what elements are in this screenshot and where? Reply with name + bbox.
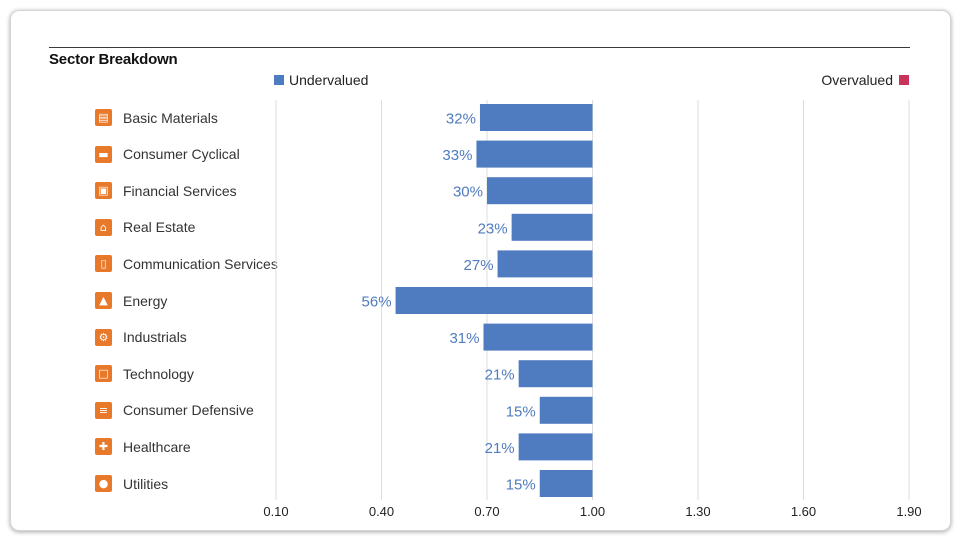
sector-list: ▤ Basic Materials ▬ Consumer Cyclical ▣ Finan…: [0, 0, 278, 543]
sector-row: ≡ Consumer Defensive: [95, 400, 254, 420]
x-tick-label: 1.00: [580, 504, 605, 519]
bar: [395, 287, 593, 314]
bar-value-label: 31%: [449, 330, 479, 347]
x-tick-label: 1.60: [791, 504, 816, 519]
blocks-icon: ▤: [95, 109, 112, 126]
sector-row: ▲ Energy: [95, 291, 167, 311]
house-icon: ⌂: [95, 218, 112, 236]
overvalued-swatch: [899, 75, 909, 85]
flame-icon: ▲: [95, 292, 112, 309]
sector-row: ▤ Basic Materials: [95, 108, 218, 128]
bar-value-label: 56%: [362, 294, 392, 311]
sector-label: Real Estate: [123, 219, 196, 236]
sector-row: □ Technology: [95, 364, 194, 384]
lightbulb-icon: ●: [95, 475, 112, 492]
sector-row: ▯ Communication Services: [95, 254, 278, 274]
sector-row: ▬ Consumer Cyclical: [95, 144, 240, 164]
x-tick-label: 0.70: [474, 504, 499, 519]
bar: [487, 177, 593, 205]
undervalued-swatch: [274, 75, 284, 85]
bar-value-label: 32%: [446, 111, 476, 128]
sector-label: Industrials: [123, 329, 187, 346]
sector-label: Basic Materials: [123, 109, 218, 126]
cart-icon: ≡: [95, 401, 112, 419]
sector-label: Healthcare: [123, 438, 191, 455]
x-tick-label: 0.40: [369, 504, 394, 519]
x-tick-label: 0.10: [263, 504, 288, 519]
overvalued-label: Overvalued: [821, 72, 893, 88]
undervalued-label: Undervalued: [289, 72, 369, 88]
chart-card: [10, 10, 951, 531]
sector-row: ✚ Healthcare: [95, 437, 191, 457]
sector-label: Technology: [123, 365, 194, 382]
sector-row: ⚙ Industrials: [95, 327, 187, 347]
bar: [483, 323, 593, 351]
sector-row: ▣ Financial Services: [95, 181, 237, 201]
monitor-icon: □: [95, 365, 112, 383]
cross-icon: ✚: [95, 438, 112, 456]
bar-value-label: 33%: [442, 147, 472, 164]
bar-value-label: 21%: [485, 440, 515, 457]
bar: [497, 250, 593, 278]
sector-row: ⌂ Real Estate: [95, 217, 195, 237]
bar-value-label: 21%: [485, 367, 515, 384]
bar-value-label: 23%: [478, 220, 508, 237]
sector-label: Financial Services: [123, 182, 237, 199]
gear-icon: ⚙: [95, 328, 112, 346]
bar: [518, 433, 593, 461]
legend-overvalued: Overvalued: [821, 72, 909, 88]
legend-undervalued: Undervalued: [274, 72, 368, 88]
car-icon: ▬: [95, 145, 112, 163]
sector-label: Communication Services: [123, 255, 278, 272]
x-tick-label: 1.30: [685, 504, 710, 519]
bar-value-label: 15%: [506, 477, 536, 494]
x-tick-label: 1.90: [896, 504, 921, 519]
phone-icon: ▯: [95, 255, 112, 273]
sector-label: Energy: [123, 292, 168, 309]
bar-value-label: 30%: [453, 184, 483, 201]
sector-label: Utilities: [123, 475, 169, 492]
bar-value-label: 27%: [464, 257, 494, 274]
title-rule: [49, 47, 910, 48]
sector-label: Consumer Defensive: [123, 402, 254, 419]
sector-label: Consumer Cyclical: [123, 146, 240, 163]
bar: [476, 140, 593, 168]
chart-title: Sector Breakdown: [49, 51, 178, 68]
bar: [539, 396, 593, 424]
bar: [539, 470, 593, 497]
bar-value-label: 15%: [506, 403, 536, 420]
wallet-icon: ▣: [95, 182, 112, 200]
bar: [479, 104, 593, 131]
bar: [511, 213, 593, 241]
bar: [518, 360, 593, 388]
sector-row: ● Utilities: [95, 474, 168, 494]
